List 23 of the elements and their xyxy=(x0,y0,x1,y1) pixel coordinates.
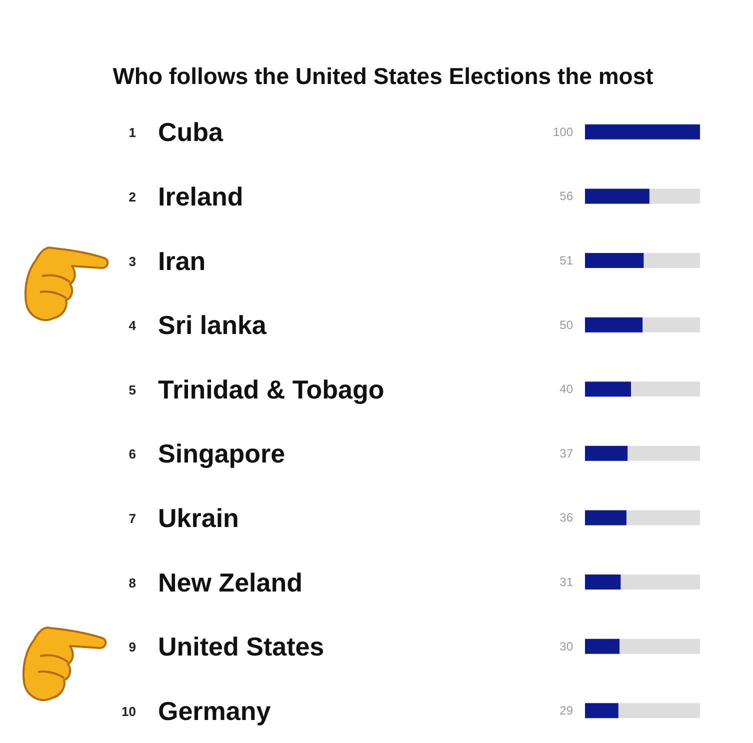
category-label: 9 United States xyxy=(128,632,324,662)
bar xyxy=(585,638,620,654)
category-label: 1 Cuba xyxy=(128,117,223,148)
data-label: 56 xyxy=(560,189,574,204)
category-label: 6 Singapore xyxy=(128,438,286,469)
data-label: 51 xyxy=(560,254,574,268)
category-label: 10 Germany xyxy=(122,696,271,726)
category-label: 5 Trinidad & Tobago xyxy=(128,374,384,404)
bar xyxy=(585,703,618,718)
data-label: 100 xyxy=(552,124,574,139)
category-label: 3 Iran xyxy=(128,246,206,276)
data-label: 29 xyxy=(560,704,574,718)
data-label: 37 xyxy=(560,446,574,460)
text: Who follows the United States Elections the most xyxy=(112,63,654,89)
category-label: 8 New Zeland xyxy=(128,567,302,598)
category-label: 2 Ireland xyxy=(128,181,244,212)
data-label: 40 xyxy=(560,382,574,396)
category-label: 7 Ukrain xyxy=(128,502,239,533)
data-label: 30 xyxy=(560,639,574,654)
data-label: 50 xyxy=(560,318,574,332)
data-label: 36 xyxy=(560,510,574,525)
category-label: 4 Sri lanka xyxy=(128,310,266,340)
data-label: 31 xyxy=(560,575,574,590)
